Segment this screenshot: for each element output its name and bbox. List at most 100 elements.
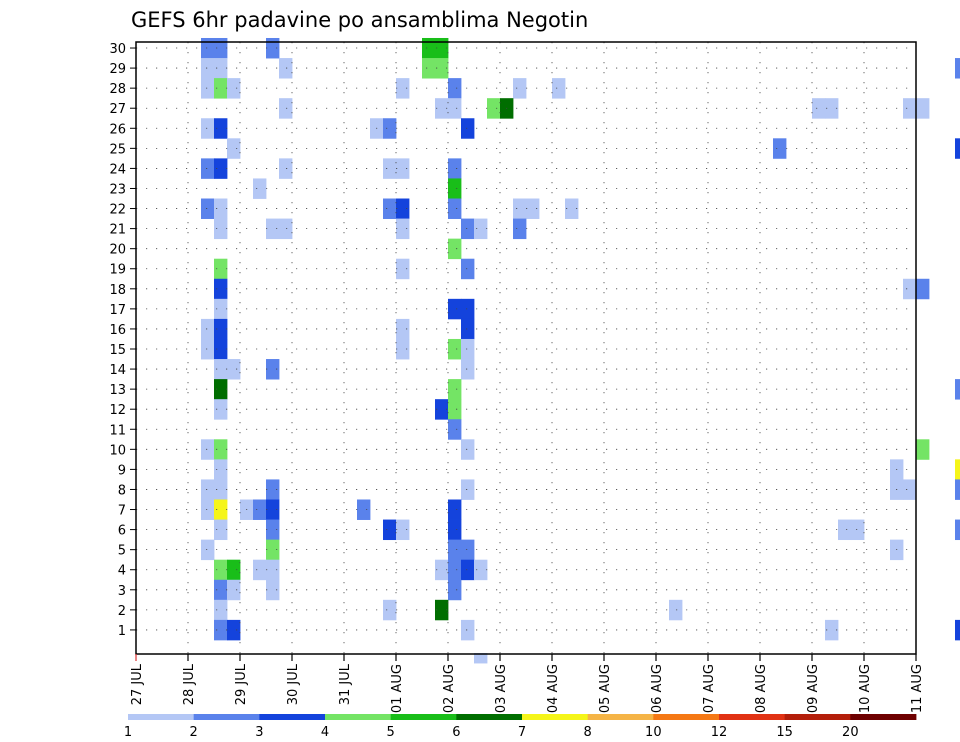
chart-title: GEFS 6hr padavine po ansamblima Negotin [131, 8, 588, 32]
heatmap-cell [214, 218, 228, 240]
heatmap-cell [201, 158, 215, 179]
y-tick-label: 27 [109, 102, 126, 117]
heatmap-cell [461, 338, 475, 360]
cells-layer [201, 37, 960, 664]
heatmap-cell [812, 98, 826, 119]
heatmap-cell [383, 599, 397, 621]
y-tick-label: 28 [109, 82, 126, 97]
heatmap-cell [461, 318, 475, 340]
y-tick-label: 29 [109, 62, 126, 77]
heatmap-cell [227, 359, 241, 380]
legend-label: 3 [255, 725, 263, 740]
heatmap-cell [513, 78, 527, 99]
legend-swatch [193, 714, 260, 720]
x-tick-label: 03 AUG [494, 664, 509, 713]
heatmap-cell [461, 218, 475, 240]
legend-swatch [653, 714, 720, 720]
heatmap-cell [448, 238, 462, 260]
heatmap-cell [448, 158, 462, 179]
legend-swatch [128, 714, 195, 720]
heatmap-cell [669, 599, 683, 621]
x-tick-label: 07 AUG [702, 664, 717, 713]
heatmap-cell [461, 118, 475, 139]
legend-label: 20 [842, 725, 859, 740]
heatmap-cell [955, 459, 960, 480]
heatmap-cell [422, 58, 436, 79]
heatmap-cell [214, 379, 228, 400]
y-tick-label: 17 [109, 303, 126, 318]
heatmap-cell [773, 138, 787, 159]
y-tick-label: 14 [109, 363, 126, 378]
heatmap-cell [474, 218, 488, 240]
heatmap-cell [201, 78, 215, 99]
heatmap-cell [227, 559, 241, 581]
heatmap-cell [396, 519, 410, 541]
heatmap-cell [461, 298, 475, 320]
heatmap-cell [383, 118, 397, 139]
heatmap-cell [214, 599, 228, 621]
y-tick-label: 13 [109, 383, 126, 398]
heatmap-cell [214, 278, 228, 300]
heatmap-cell [903, 98, 917, 119]
heatmap-cell [201, 37, 215, 59]
legend-label: 10 [645, 725, 662, 740]
heatmap-cell [396, 218, 410, 240]
heatmap-cell [448, 399, 462, 420]
x-tick-label: 30 JUL [286, 663, 301, 705]
heatmap-cell [435, 58, 449, 79]
x-tick-label: 31 JUL [338, 663, 353, 705]
y-tick-label: 9 [118, 463, 126, 478]
heatmap-cell [448, 178, 462, 199]
heatmap-cell [266, 539, 280, 561]
heatmap-cell [435, 559, 449, 581]
heatmap-cell [214, 198, 228, 219]
heatmap-cell [435, 599, 449, 621]
y-tick-label: 8 [118, 483, 126, 498]
heatmap-cell [279, 98, 293, 119]
heatmap-cell [396, 198, 410, 219]
heatmap-cell [266, 359, 280, 380]
heatmap-cell [448, 519, 462, 541]
y-tick-label: 5 [118, 544, 126, 559]
heatmap-cell [955, 619, 960, 641]
heatmap-cell [487, 98, 501, 119]
heatmap-cell [916, 439, 930, 460]
heatmap-cell [214, 499, 228, 520]
heatmap-cell [214, 479, 228, 500]
heatmap-cell [461, 619, 475, 641]
legend-swatch [259, 714, 326, 720]
heatmap-cell [214, 158, 228, 179]
y-tick-label: 10 [109, 443, 126, 458]
y-tick-label: 2 [118, 604, 126, 619]
y-tick-label: 30 [109, 42, 126, 57]
heatmap-cell [435, 98, 449, 119]
y-tick-label: 1 [118, 624, 126, 639]
heatmap-cell [214, 37, 228, 59]
legend-swatch [587, 714, 654, 720]
heatmap-cell [279, 58, 293, 79]
heatmap-cell [383, 198, 397, 219]
heatmap-cell [474, 559, 488, 581]
heatmap-cell [266, 37, 280, 59]
heatmap-cell [396, 258, 410, 280]
heatmap-cell [448, 499, 462, 520]
heatmap-cell [955, 379, 960, 400]
heatmap-cell [565, 198, 579, 219]
heatmap-cell [201, 318, 215, 340]
heatmap-cell [266, 479, 280, 500]
heatmap-cell [214, 78, 228, 99]
heatmap-cell [266, 559, 280, 581]
heatmap-cell [214, 318, 228, 340]
heatmap-cell [214, 338, 228, 360]
heatmap-cell [838, 519, 852, 541]
y-tick-label: 12 [109, 403, 126, 418]
x-tick-label: 27 JUL [130, 663, 145, 705]
legend-swatch [719, 714, 786, 720]
legend-label: 8 [584, 725, 592, 740]
heatmap-cell [266, 519, 280, 541]
heatmap-cell [461, 359, 475, 380]
heatmap-cell [825, 619, 839, 641]
legend-label: 4 [321, 725, 329, 740]
x-tick-label: 06 AUG [650, 664, 665, 713]
